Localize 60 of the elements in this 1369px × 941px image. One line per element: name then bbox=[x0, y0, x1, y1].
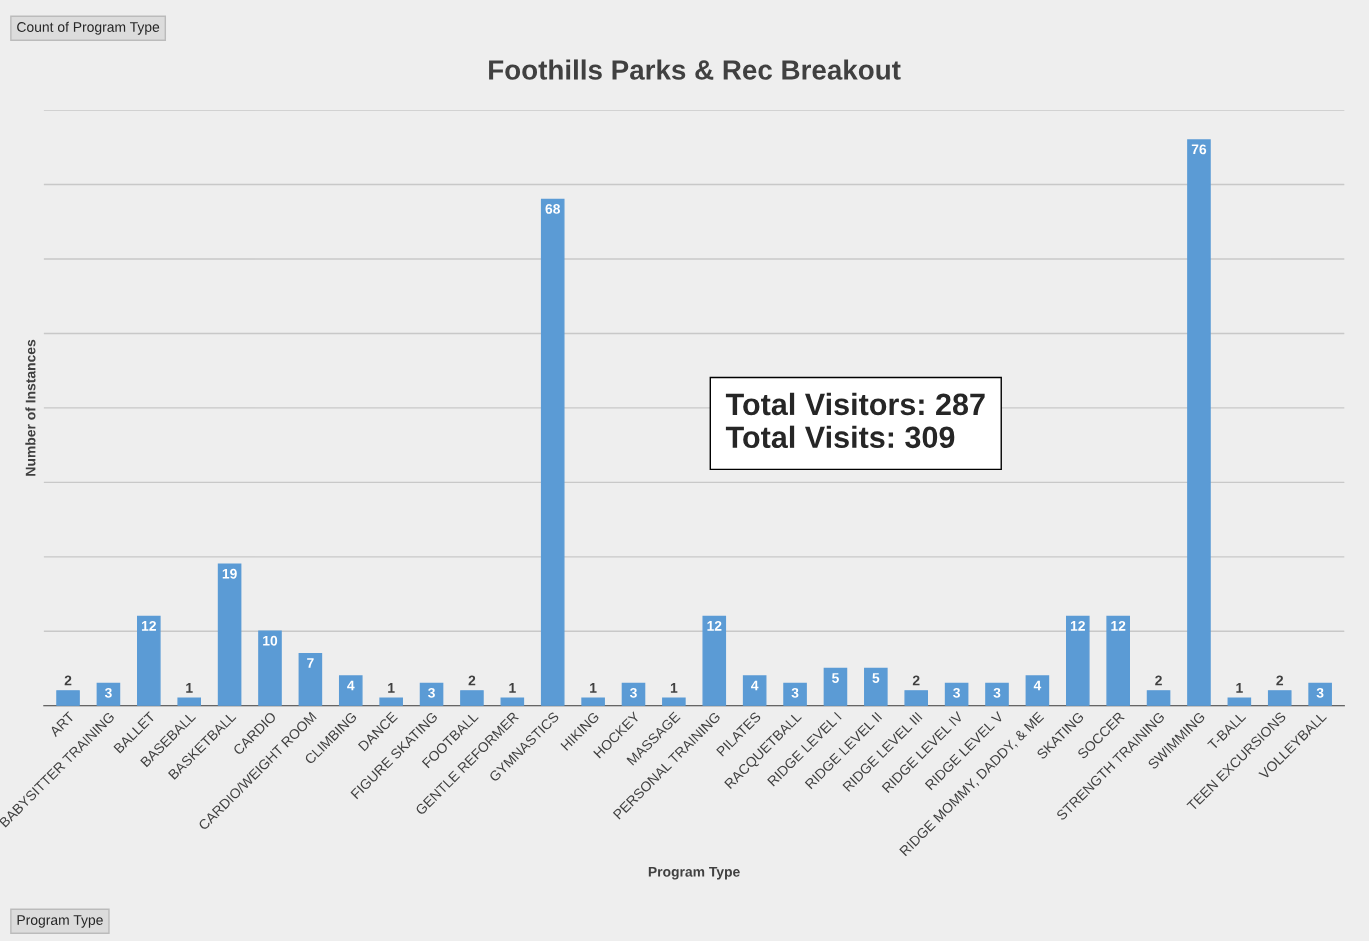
data-label: 1 bbox=[509, 683, 516, 693]
data-label: 5 bbox=[872, 673, 880, 683]
data-label: 2 bbox=[1276, 675, 1284, 686]
data-label: 1 bbox=[388, 683, 395, 693]
data-label: 12 bbox=[141, 620, 156, 631]
data-label: 1 bbox=[670, 683, 678, 693]
bar bbox=[217, 563, 242, 706]
data-label: 4 bbox=[751, 680, 759, 691]
bar bbox=[864, 667, 888, 706]
bar bbox=[460, 690, 484, 706]
bar bbox=[783, 682, 807, 706]
data-label: 2 bbox=[64, 675, 72, 686]
data-label: 1 bbox=[186, 683, 193, 693]
data-label: 3 bbox=[1316, 687, 1324, 698]
data-label: 12 bbox=[707, 620, 722, 631]
bar bbox=[1106, 615, 1130, 706]
x-axis-title: Program Type bbox=[648, 867, 740, 880]
data-label: 3 bbox=[629, 687, 637, 698]
bar bbox=[540, 198, 565, 706]
bar bbox=[904, 690, 929, 706]
bar bbox=[1025, 675, 1050, 706]
bar bbox=[1308, 682, 1332, 706]
bar bbox=[258, 630, 282, 706]
bar bbox=[742, 675, 767, 706]
data-label: 3 bbox=[104, 687, 112, 698]
data-label: 5 bbox=[832, 673, 839, 683]
bar bbox=[1065, 615, 1090, 706]
bar bbox=[137, 615, 161, 706]
data-label: 10 bbox=[263, 635, 278, 646]
bar bbox=[702, 615, 727, 706]
data-label: 3 bbox=[953, 687, 960, 698]
text: Count of Program Type bbox=[17, 21, 160, 35]
data-label: 12 bbox=[1111, 620, 1126, 631]
data-label: 2 bbox=[468, 675, 476, 686]
data-label: 4 bbox=[347, 680, 355, 691]
text: Program Type bbox=[17, 915, 103, 928]
data-label: 19 bbox=[222, 568, 237, 579]
data-label: 4 bbox=[1033, 680, 1042, 691]
bar bbox=[1187, 139, 1211, 706]
data-label: 12 bbox=[1070, 620, 1085, 631]
bar bbox=[823, 667, 848, 706]
data-label: 3 bbox=[993, 687, 1001, 698]
data-label: 7 bbox=[307, 658, 314, 668]
bar bbox=[338, 675, 363, 706]
chart-title: Foothills Parks & Rec Breakout bbox=[489, 59, 901, 80]
data-label: 3 bbox=[791, 687, 799, 698]
annotation: Total Visitors: 287 Total Visits: 309 bbox=[725, 392, 985, 449]
data-label: 2 bbox=[912, 675, 920, 686]
data-label: 1 bbox=[590, 683, 597, 693]
data-label: 2 bbox=[1155, 675, 1162, 686]
bar bbox=[56, 690, 80, 706]
data-label: 68 bbox=[545, 203, 561, 214]
data-label: 1 bbox=[1236, 683, 1243, 693]
data-label: 3 bbox=[428, 687, 435, 698]
data-label: 76 bbox=[1191, 144, 1207, 155]
bar bbox=[1146, 690, 1171, 706]
bar bbox=[1267, 690, 1292, 706]
y-axis-title: Number of Instances bbox=[25, 339, 36, 476]
bar bbox=[298, 652, 323, 706]
bar bbox=[985, 682, 1009, 706]
